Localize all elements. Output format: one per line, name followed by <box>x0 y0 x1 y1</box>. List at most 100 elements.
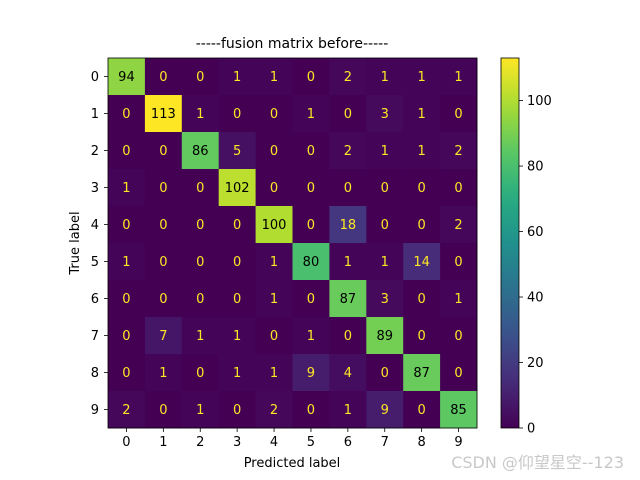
heatmap-cell <box>144 58 183 96</box>
heatmap-cell <box>181 354 220 392</box>
cell-value-label: 2 <box>454 218 462 233</box>
cell-value-label: 0 <box>196 292 204 307</box>
y-tick-label: 7 <box>91 329 99 344</box>
cell-value-label: 0 <box>381 366 389 381</box>
colorbar-tick-label: 40 <box>527 291 544 306</box>
heatmap-cell <box>292 391 330 429</box>
heatmap-cell <box>440 169 478 207</box>
watermark: CSDN @仰望星空--123 <box>451 453 624 472</box>
heatmap-cell <box>144 354 183 392</box>
cell-value-label: 85 <box>450 403 467 418</box>
x-tick-label: 1 <box>159 435 167 450</box>
heatmap-cell <box>440 58 478 96</box>
cell-value-label: 0 <box>454 255 462 270</box>
heatmap-cell <box>440 317 478 355</box>
heatmap-cell <box>181 169 220 207</box>
cell-value-label: 1 <box>418 107 426 122</box>
heatmap-cell <box>292 243 330 281</box>
cell-value-label: 0 <box>122 144 130 159</box>
heatmap-cell <box>181 317 220 355</box>
cell-value-label: 0 <box>307 403 315 418</box>
cell-value-label: 1 <box>233 70 241 85</box>
heatmap-cell <box>218 169 256 207</box>
cell-value-label: 1 <box>159 366 167 381</box>
cell-value-label: 3 <box>381 292 389 307</box>
cell-value-label: 0 <box>381 218 389 233</box>
heatmap-cell <box>403 280 441 318</box>
heatmap-cell <box>255 280 293 318</box>
heatmap-cell <box>108 391 146 429</box>
heatmap-cell <box>403 169 441 207</box>
cell-value-label: 0 <box>159 255 167 270</box>
cell-value-label: 0 <box>122 366 130 381</box>
heatmap-cell <box>366 243 404 281</box>
heatmap-cell <box>218 243 256 281</box>
y-axis-ticks: 0 1 2 3 4 5 6 7 8 9 <box>91 70 108 418</box>
cell-value-label: 1 <box>344 403 352 418</box>
cell-value-label: 0 <box>159 403 167 418</box>
heatmap-cell <box>255 95 293 133</box>
cell-value-label: 1 <box>270 366 278 381</box>
cell-value-label: 2 <box>454 144 462 159</box>
cell-value-label: 9 <box>307 366 315 381</box>
heatmap-cell <box>255 354 293 392</box>
cell-value-label: 0 <box>196 255 204 270</box>
heatmap-cell <box>366 58 404 96</box>
heatmap-cell <box>144 206 183 244</box>
x-tick-label: 0 <box>122 435 130 450</box>
cell-value-label: 0 <box>122 329 130 344</box>
cell-value-label: 0 <box>196 181 204 196</box>
heatmap-cell <box>108 280 146 318</box>
cell-value-label: 0 <box>344 107 352 122</box>
x-tick-label: 2 <box>196 435 204 450</box>
cell-value-label: 0 <box>307 292 315 307</box>
x-tick-label: 5 <box>307 435 315 450</box>
heatmap-cell <box>329 243 367 281</box>
cell-value-label: 0 <box>196 70 204 85</box>
colorbar-tick-label: 0 <box>527 422 535 437</box>
heatmap-cell <box>181 132 220 170</box>
x-tick-label: 9 <box>454 435 462 450</box>
heatmap-cell <box>255 58 293 96</box>
heatmap-cell <box>292 317 330 355</box>
heatmap-cell <box>108 169 146 207</box>
cell-value-label: 1 <box>233 366 241 381</box>
cell-value-label: 1 <box>344 255 352 270</box>
chart-title: -----fusion matrix before----- <box>196 36 389 52</box>
heatmap-cell <box>255 317 293 355</box>
cell-value-label: 0 <box>196 366 204 381</box>
cell-value-label: 2 <box>344 70 352 85</box>
heatmap-cell <box>108 132 146 170</box>
heatmap-cell <box>329 132 367 170</box>
heatmap-cell <box>292 95 330 133</box>
heatmap-cell <box>366 280 404 318</box>
heatmap-cell <box>218 95 256 133</box>
cell-value-label: 1 <box>233 329 241 344</box>
heatmap-cell <box>329 95 367 133</box>
heatmap-cell <box>403 354 441 392</box>
cell-value-label: 0 <box>270 329 278 344</box>
heatmap-cell <box>366 169 404 207</box>
heatmap-cell <box>218 132 256 170</box>
heatmap-cell <box>108 317 146 355</box>
cell-value-label: 0 <box>270 181 278 196</box>
cell-value-label: 0 <box>418 181 426 196</box>
cell-value-label: 0 <box>159 292 167 307</box>
plot-frame <box>107 57 478 429</box>
heatmap-cell <box>144 317 183 355</box>
heatmap-cell <box>255 243 293 281</box>
cell-value-label: 1 <box>196 329 204 344</box>
heatmap-cell <box>292 169 330 207</box>
cell-value-label: 1 <box>418 144 426 159</box>
heatmap-cell <box>292 354 330 392</box>
cell-value-label: 1 <box>270 292 278 307</box>
cell-value-label: 0 <box>418 403 426 418</box>
heatmap-cell <box>440 243 478 281</box>
heatmap-cell <box>108 58 146 96</box>
cell-value-label: 1 <box>454 70 462 85</box>
cell-value-label: 1 <box>122 255 130 270</box>
colorbar-tick-label: 80 <box>527 160 544 175</box>
y-tick-label: 4 <box>91 218 99 233</box>
heatmap-cell <box>329 58 367 96</box>
x-tick-label: 8 <box>418 435 426 450</box>
